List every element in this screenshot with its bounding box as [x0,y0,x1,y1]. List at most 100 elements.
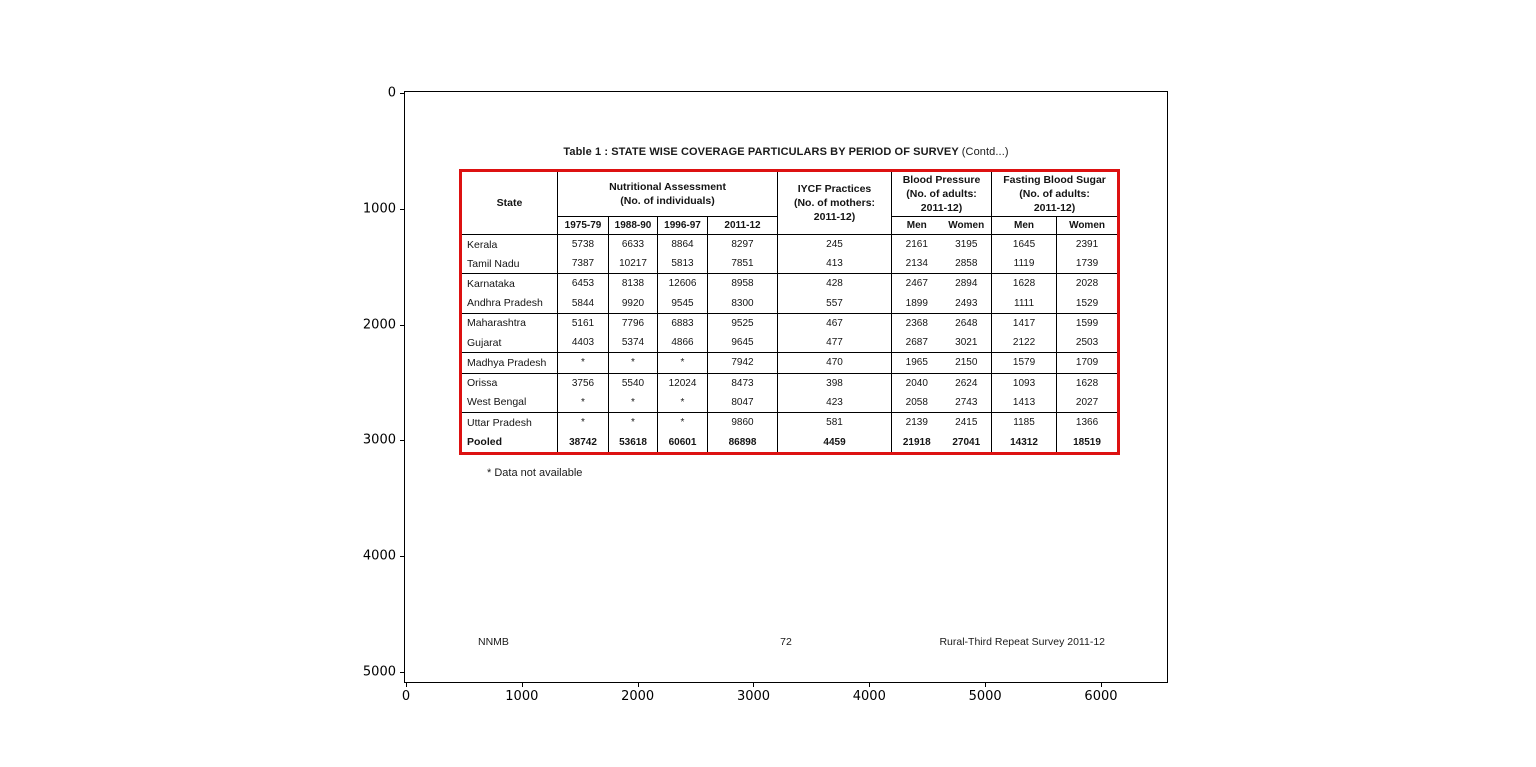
x-tick-label: 5000 [968,689,1002,704]
header-fasting-blood-sugar: Fasting Blood Sugar (No. of adults: 2011… [991,170,1120,217]
page-title: Table 1 : STATE WISE COVERAGE PARTICULAR… [404,146,1168,158]
value-cell: 2368 [891,313,942,333]
table-row: Gujarat 4403 5374 4866 9645 477 2687 3021 2122 25… [460,332,1120,354]
value-cell: 1739 [1056,254,1120,275]
value-cell: 1413 [991,392,1058,413]
value-cell: 423 [777,392,893,413]
table-row: Kerala 5738 6633 8864 8297 245 2161 3195 1645 239… [460,234,1120,255]
value-cell: 1119 [991,254,1058,275]
value-cell: 2743 [941,392,993,413]
value-cell: 5844 [557,293,609,314]
value-cell: 9525 [706,313,779,333]
header-blood-pressure: Blood Pressure (No. of adults: 2011-12) [891,170,993,217]
value-cell: 1366 [1056,412,1120,433]
value-cell: 1965 [891,352,942,374]
value-cell: 8300 [706,293,779,314]
x-tick-mark [753,683,755,687]
value-cell: * [557,392,609,413]
value-cell: * [657,352,708,374]
value-cell: 3195 [941,234,993,255]
value-cell: 2894 [941,273,993,294]
x-tick-label: 4000 [852,689,886,704]
value-cell: 5374 [608,332,658,354]
value-cell: 9920 [608,293,658,314]
header-year-1996-97: 1996-97 [657,216,708,235]
value-cell: 7851 [706,254,779,275]
x-tick-mark [985,683,987,687]
table-row: Karnataka 6453 8138 12606 8958 428 2467 2894 162… [460,273,1120,294]
value-cell: 5738 [557,234,609,255]
state-cell: Karnataka [460,273,558,294]
header-year-1975-79: 1975-79 [557,216,609,235]
value-cell: 2391 [1056,234,1120,255]
value-cell: 2058 [891,392,942,413]
x-tick-label: 2000 [621,689,655,704]
y-tick-mark [400,93,404,94]
value-cell: 1628 [991,273,1058,294]
header-nutritional-assessment: Nutritional Assessment (No. of individua… [556,170,779,217]
value-cell: * [557,412,609,433]
value-cell: 7387 [557,254,609,275]
value-cell: 12024 [657,373,708,393]
value-cell: 4459 [777,432,893,455]
value-cell: 2648 [941,313,993,333]
value-cell: * [657,392,708,413]
header-fbs-women: Women [1056,216,1120,235]
value-cell: 1111 [991,293,1058,314]
y-tick-label: 2000 [362,317,396,333]
value-cell: * [608,352,658,374]
table-row: West Bengal * * * 8047 423 2058 2743 1413 2027 [460,392,1120,413]
header-year-2011-12: 2011-12 [706,216,779,235]
y-tick-mark [400,672,404,674]
value-cell: * [608,392,658,413]
x-tick-mark [406,683,407,687]
y-tick-mark [400,324,404,326]
value-cell: 2503 [1056,332,1120,354]
value-cell: * [608,412,658,433]
table-row: Maharashtra 5161 7796 6883 9525 467 2368 2648 14… [460,313,1120,333]
value-cell: 2161 [891,234,942,255]
table-row: Tamil Nadu 7387 10217 5813 7851 413 2134 2858 11… [460,254,1120,275]
value-cell: 18519 [1056,432,1120,455]
state-cell: Madhya Pradesh [460,352,558,374]
y-tick-mark [400,208,404,210]
table-row: Orissa 3756 5540 12024 8473 398 2040 2624 1093 16… [460,373,1120,393]
value-cell: 21918 [891,432,942,455]
value-cell: 2467 [891,273,942,294]
value-cell: 38742 [557,432,609,455]
value-cell: 53618 [608,432,658,455]
x-tick-label: 6000 [1084,689,1118,704]
y-tick-label: 1000 [362,201,396,217]
value-cell: 467 [777,313,893,333]
value-cell: 7942 [706,352,779,374]
footnote: * Data not available [487,467,583,479]
table-row: Uttar Pradesh * * * 9860 581 2139 2415 1185 1366 [460,412,1120,433]
value-cell: 8297 [706,234,779,255]
value-cell: 2040 [891,373,942,393]
y-tick-label: 4000 [362,548,396,564]
x-tick-mark [1100,683,1102,687]
value-cell: 3756 [557,373,609,393]
page-title-main: Table 1 : STATE WISE COVERAGE PARTICULAR… [563,146,962,158]
value-cell: 8047 [706,392,779,413]
value-cell: 2027 [1056,392,1120,413]
value-cell: 9645 [706,332,779,354]
value-cell: 9860 [706,412,779,433]
value-cell: 2122 [991,332,1058,354]
value-cell: 2150 [941,352,993,374]
page-title-suffix: (Contd...) [961,146,1009,158]
x-tick-label: 0 [401,689,411,704]
header-year-1988-90: 1988-90 [608,216,658,235]
coverage-table: State Nutritional Assessment (No. of ind… [459,169,1121,455]
state-cell: West Bengal [460,392,558,413]
state-cell: Andhra Pradesh [460,293,558,314]
value-cell: 8864 [657,234,708,255]
table-row: Madhya Pradesh * * * 7942 470 1965 2150 1579 1709 [460,352,1120,374]
y-tick-mark [400,440,404,442]
value-cell: 6883 [657,313,708,333]
x-tick-label: 3000 [736,689,771,704]
state-cell: Uttar Pradesh [460,412,558,433]
value-cell: 7796 [608,313,658,333]
table-row: Andhra Pradesh 5844 9920 9545 8300 557 1899 249… [460,293,1120,314]
